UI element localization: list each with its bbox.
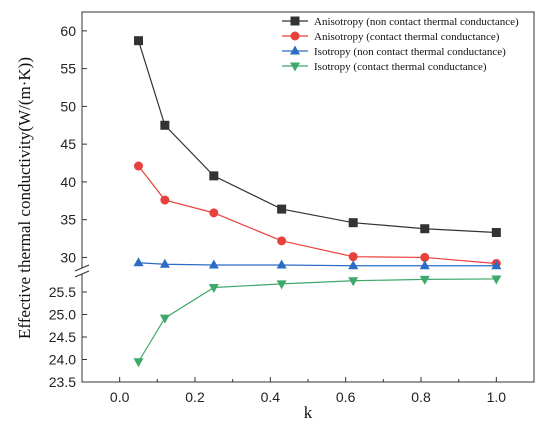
legend-marker: [290, 31, 300, 41]
y-tick-label: 23.5: [49, 374, 76, 390]
data-point: [491, 228, 501, 238]
y-tick-label: 24.0: [49, 352, 76, 368]
data-point: [348, 252, 358, 262]
data-point: [134, 36, 143, 46]
y-tick-label: 40: [60, 174, 76, 190]
data-point: [420, 224, 430, 234]
data-point: [133, 358, 144, 368]
data-point: [419, 275, 430, 285]
data-point: [133, 257, 144, 267]
y-tick-label: 25.5: [49, 284, 76, 300]
data-point: [348, 277, 359, 287]
series-3: [133, 257, 502, 270]
y-tick-label: 50: [60, 98, 76, 114]
data-point: [208, 259, 219, 269]
legend-marker: [290, 45, 300, 55]
x-tick-label: 0.2: [185, 389, 205, 405]
legend-label: Isotropy (contact thermal conductance): [314, 61, 487, 73]
data-point: [160, 120, 170, 130]
series-line: [137, 278, 497, 363]
data-point: [159, 314, 170, 324]
data-point: [276, 259, 287, 269]
y-tick-label: 35: [60, 212, 76, 228]
data-point: [160, 195, 170, 205]
data-point: [134, 161, 143, 171]
data-point: [277, 204, 287, 214]
x-tick-label: 0.6: [336, 389, 356, 405]
series-4: [133, 275, 502, 368]
x-axis-label: k: [304, 403, 313, 422]
series-line: [138, 262, 497, 267]
data-point: [420, 252, 430, 262]
x-tick-label: 1.0: [487, 389, 507, 405]
data-point: [419, 260, 430, 270]
data-point: [491, 275, 502, 285]
data-point: [208, 284, 219, 293]
legend: Anisotropy (non contact thermal conducta…: [282, 16, 519, 73]
legend-marker: [290, 62, 300, 72]
series-1: [134, 36, 501, 238]
data-point: [276, 280, 287, 290]
y-tick-label: 60: [60, 23, 76, 39]
data-point: [209, 208, 219, 218]
data-point: [159, 258, 170, 268]
data-point: [491, 260, 502, 270]
legend-label: Anisotropy (contact thermal conductance): [314, 31, 500, 43]
series-group: [133, 36, 502, 368]
axis-break-mark: [74, 264, 90, 272]
series-2: [134, 161, 501, 268]
data-point: [348, 260, 359, 270]
data-point: [209, 171, 219, 181]
legend-label: Anisotropy (non contact thermal conducta…: [314, 16, 519, 28]
x-tick-label: 0.0: [110, 389, 130, 405]
series-line: [138, 165, 497, 265]
axes: 0.0 0.2 0.4 0.6 0.8 1.0 30 35 40 45 50 55 60 23.5 24.0…: [49, 23, 507, 405]
data-point: [348, 218, 358, 228]
y-tick-label: 24.5: [49, 329, 76, 345]
y-axis-label: Effective thermal conductivity(W/(m·K)): [15, 57, 34, 339]
y-tick-label: 55: [60, 61, 76, 77]
x-tick-label: 0.4: [261, 389, 281, 405]
data-point: [277, 236, 287, 246]
y-tick-label: 45: [60, 136, 76, 152]
axis-break-gap: [74, 268, 90, 274]
legend-label: Isotropy (non contact thermal conductanc…: [314, 46, 506, 58]
x-tick-label: 0.8: [411, 389, 431, 405]
axis-break-mark: [74, 270, 90, 278]
y-tick-label: 30: [60, 249, 76, 265]
legend-marker: [290, 16, 300, 26]
y-tick-label: 25.0: [49, 307, 76, 323]
